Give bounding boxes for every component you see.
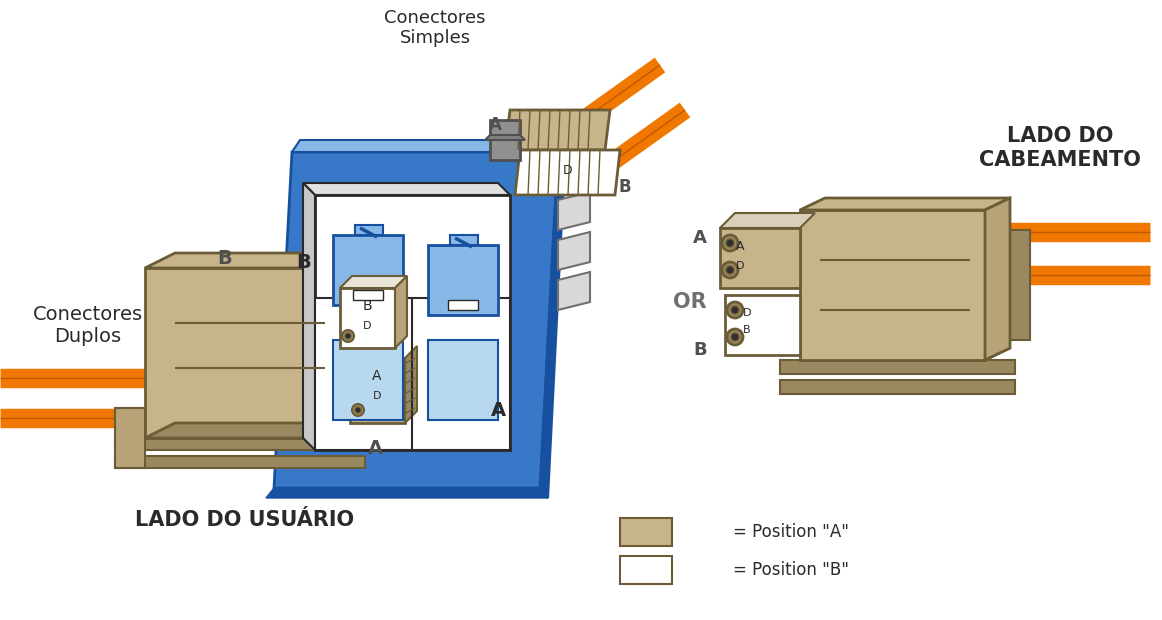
Polygon shape [485,135,525,140]
Polygon shape [333,340,403,420]
Polygon shape [780,380,1014,394]
Circle shape [342,330,354,342]
Polygon shape [540,140,566,498]
Circle shape [726,239,734,247]
Bar [621,518,672,546]
Circle shape [345,333,351,339]
Polygon shape [428,340,498,420]
Polygon shape [558,272,590,310]
Polygon shape [780,360,1014,374]
Polygon shape [450,235,478,245]
Polygon shape [720,228,799,288]
Text: B: B [217,249,232,267]
Polygon shape [558,192,590,230]
Text: A: A [490,401,505,420]
Circle shape [356,407,361,413]
Polygon shape [395,276,407,348]
Polygon shape [292,140,566,152]
Polygon shape [725,295,799,355]
Text: A: A [367,438,382,458]
Polygon shape [799,348,1010,360]
Circle shape [731,333,739,341]
Polygon shape [333,235,403,305]
Text: LADO DO USUÁRIO: LADO DO USUÁRIO [136,510,354,530]
Polygon shape [115,438,365,450]
Circle shape [722,235,738,251]
Polygon shape [274,152,558,488]
Text: A: A [736,239,744,252]
Text: A: A [488,116,502,134]
Text: B: B [744,325,751,335]
Polygon shape [985,230,1030,340]
Text: B: B [618,178,631,196]
Polygon shape [449,300,478,310]
Circle shape [722,262,738,278]
Polygon shape [115,456,365,468]
Polygon shape [145,423,370,438]
Polygon shape [428,245,498,315]
Polygon shape [350,358,406,423]
Circle shape [726,266,734,274]
Text: D: D [736,261,744,271]
Text: = Position "A": = Position "A" [733,523,849,541]
Text: B: B [363,299,372,313]
Polygon shape [340,288,395,348]
Polygon shape [720,213,815,228]
Polygon shape [515,150,621,195]
Text: OR: OR [673,292,706,312]
Polygon shape [799,198,1010,210]
Polygon shape [558,232,590,270]
Polygon shape [303,183,510,195]
Polygon shape [356,225,383,235]
Text: LADO DO
CABEAMENTO: LADO DO CABEAMENTO [980,126,1141,170]
Text: D: D [743,308,752,318]
Polygon shape [115,408,145,468]
Text: Conectores
Duplos: Conectores Duplos [33,304,143,345]
Polygon shape [340,253,370,438]
Bar [621,556,672,584]
Circle shape [727,329,743,345]
Polygon shape [145,268,340,438]
Polygon shape [490,120,521,160]
Circle shape [352,404,364,416]
Polygon shape [406,346,417,423]
Text: B: B [296,252,311,272]
Text: D: D [373,391,381,401]
Text: = Position "B": = Position "B" [733,561,849,579]
Text: D: D [363,321,371,331]
Polygon shape [340,276,407,288]
Polygon shape [303,183,315,450]
Polygon shape [799,210,985,360]
Polygon shape [315,195,510,450]
Polygon shape [145,253,370,268]
Text: A: A [693,229,706,247]
Text: A: A [372,369,382,383]
Polygon shape [353,290,383,300]
Polygon shape [505,110,610,150]
Circle shape [731,306,739,314]
Polygon shape [985,198,1010,360]
Text: Conectores
Simples: Conectores Simples [385,9,486,47]
Text: B: B [694,341,706,359]
Polygon shape [315,298,510,450]
Text: D: D [564,164,573,177]
Circle shape [727,302,743,318]
Polygon shape [266,488,548,498]
